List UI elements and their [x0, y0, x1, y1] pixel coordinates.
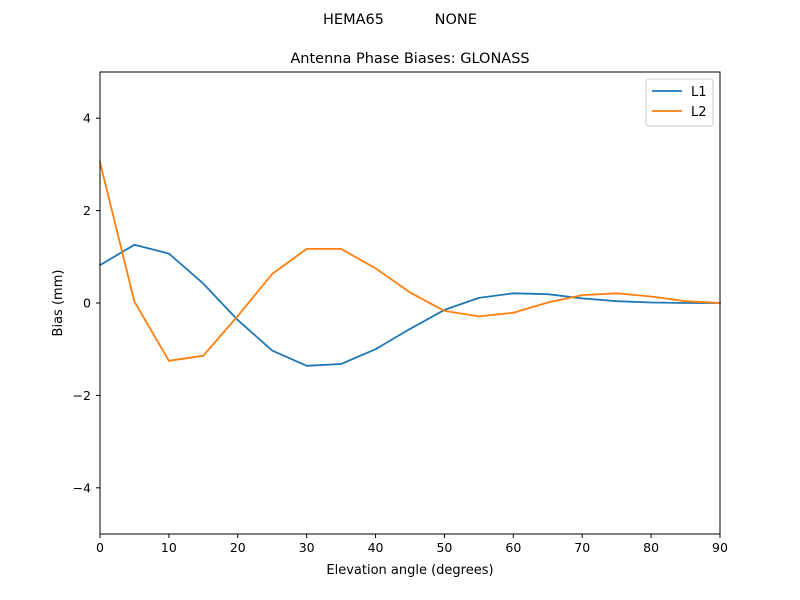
x-tick-label: 0: [96, 540, 104, 555]
x-tick-label: 90: [712, 540, 728, 555]
y-tick-label: −2: [73, 388, 91, 403]
x-tick-label: 80: [643, 540, 659, 555]
legend: L1 L2: [645, 78, 714, 127]
x-tick-label: 60: [505, 540, 521, 555]
plot-frame: [99, 71, 721, 535]
x-tick-label: 70: [574, 540, 590, 555]
x-tick-label: 30: [299, 540, 315, 555]
legend-label-l1: L1: [691, 85, 707, 100]
x-tick-label: 20: [230, 540, 246, 555]
x-axis-label: Elevation angle (degrees): [326, 563, 493, 578]
x-axis-ticks: 0 10 20 30 40 50 60 70 80 90: [96, 534, 728, 555]
y-axis-ticks: −4 −2 0 2 4: [73, 111, 100, 495]
x-tick-label: 40: [368, 540, 384, 555]
y-tick-label: 4: [83, 111, 91, 126]
x-tick-label: 10: [161, 540, 177, 555]
series-line-l2: [98, 161, 721, 362]
series-line-l1: [98, 243, 721, 367]
y-axis-label: Bias (mm): [51, 270, 66, 337]
x-tick-label: 50: [436, 540, 452, 555]
figure-suptitle: HEMA65 NONE: [323, 12, 477, 28]
chart-title: Antenna Phase Biases: GLONASS: [290, 51, 529, 67]
y-tick-label: 0: [83, 296, 91, 311]
plot-area: [98, 161, 721, 367]
y-tick-label: 2: [83, 203, 91, 218]
legend-label-l2: L2: [691, 105, 707, 120]
y-tick-label: −4: [73, 480, 91, 495]
